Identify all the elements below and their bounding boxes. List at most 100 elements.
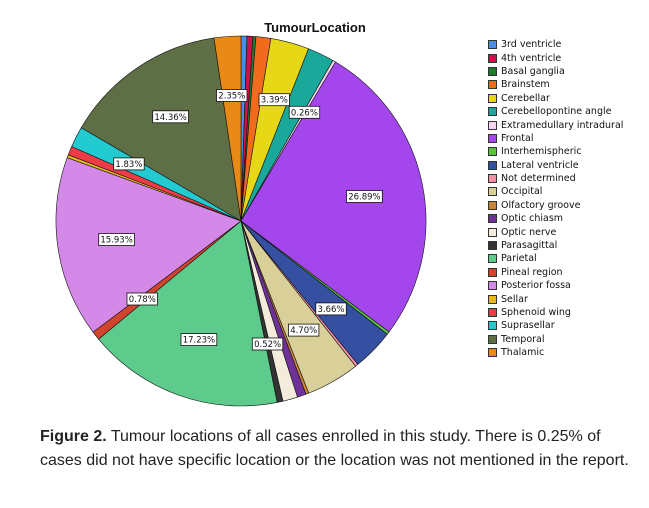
legend-swatch	[488, 241, 497, 251]
legend-item-optic-nerve: Optic nerve	[488, 225, 623, 238]
legend-item-optic-chiasm: Optic chiasm	[488, 212, 623, 225]
data-label-thalamic: 2.35%	[216, 89, 248, 102]
legend-swatch	[488, 308, 497, 317]
legend-swatch	[488, 133, 497, 143]
legend-item-posterior-fossa: Posterior fossa	[488, 279, 623, 292]
legend-swatch	[488, 294, 497, 304]
legend-swatch	[488, 147, 497, 157]
legend-label: Interhemispheric	[501, 146, 582, 158]
legend-label: Not determined	[501, 173, 576, 185]
data-label-suprasellar: 1.83%	[113, 157, 145, 171]
legend-swatch	[488, 348, 497, 358]
legend-label: 3rd ventricle	[501, 39, 562, 51]
svg-text:0.52%: 0.52%	[254, 340, 281, 350]
legend-item-lateral-ventricle: Lateral ventricle	[488, 159, 623, 172]
legend-label: Parasagittal	[501, 240, 558, 252]
svg-text:3.39%: 3.39%	[261, 96, 288, 106]
pie-slice-temporal	[80, 37, 242, 222]
legend-swatch	[488, 227, 497, 237]
svg-text:0.26%: 0.26%	[291, 108, 318, 118]
legend-item-thalamic: Thalamic	[488, 346, 623, 359]
chart-legend: 3rd ventricle 4th ventricle Basal ganglia B…	[488, 38, 623, 359]
legend-item-not-determined: Not determined	[488, 172, 623, 185]
legend-item-temporal: Temporal	[488, 333, 623, 346]
legend-swatch	[488, 200, 497, 210]
pie-slice-thalamic	[213, 35, 242, 222]
legend-label: Cerebellopontine angle	[501, 106, 612, 118]
data-label-frontal: 26.89%	[346, 190, 383, 203]
svg-text:15.93%: 15.93%	[100, 236, 132, 246]
legend-label: Basal ganglia	[501, 65, 565, 77]
legend-label: Occipital	[501, 186, 543, 198]
legend-label: Sphenoid wing	[501, 307, 571, 318]
legend-item-pineal-region: Pineal region	[488, 266, 623, 279]
legend-label: Lateral ventricle	[501, 159, 579, 171]
pie-slice-frontal	[240, 61, 427, 333]
legend-item-brainstem: Brainstem	[488, 78, 623, 91]
data-label-occipital: 4.70%	[287, 323, 320, 337]
legend-label: Temporal	[501, 333, 545, 345]
legend-label: Sellar	[501, 293, 528, 305]
legend-swatch	[488, 187, 497, 197]
data-label-parasagittal: 0.52%	[251, 337, 284, 351]
legend-swatch	[488, 174, 497, 184]
svg-text:3.66%: 3.66%	[317, 305, 344, 315]
legend-item-sellar: Sellar	[488, 292, 623, 305]
legend-label: Olfactory groove	[501, 199, 581, 211]
legend-item-frontal: Frontal	[488, 132, 623, 145]
legend-item-basal-ganglia: Basal ganglia	[488, 65, 623, 78]
legend-label: Cerebellar	[501, 92, 550, 104]
legend-label: Pineal region	[501, 266, 563, 278]
chart-title: TumourLocation	[264, 20, 366, 35]
svg-text:4.70%: 4.70%	[290, 326, 317, 336]
legend-label: 4th ventricle	[501, 52, 562, 64]
legend-swatch	[488, 40, 497, 50]
data-label-posterior-fossa: 15.93%	[98, 233, 135, 246]
pie-slice-posterior-fossa	[55, 157, 242, 333]
legend-item-parietal: Parietal	[488, 252, 623, 265]
legend-label: Thalamic	[501, 347, 545, 359]
pie-slice-parietal	[98, 220, 278, 407]
data-label-cerebellar: 3.39%	[258, 93, 290, 107]
legend-item-extramedullary-intradural: Extramedullary intradural	[488, 118, 623, 131]
legend-swatch	[488, 281, 497, 291]
svg-text:17.23%: 17.23%	[183, 336, 215, 346]
svg-text:1.83%: 1.83%	[115, 160, 142, 170]
data-label-pineal-region: 0.78%	[126, 292, 158, 306]
legend-item-cerebellopontine-angle: Cerebellopontine angle	[488, 105, 623, 118]
figure-caption: Figure 2. Tumour locations of all cases …	[40, 425, 630, 473]
legend-label: Optic chiasm	[501, 213, 564, 225]
legend-item-4th-ventricle: 4th ventricle	[488, 51, 623, 64]
pie-chart: 3.39%0.26% 26.89% 3.66% 4.70% 0.52% 17.23% 0.7…	[55, 35, 427, 407]
data-label-extramedullary-intradural: 0.26%	[288, 105, 321, 119]
caption-label: Figure 2.	[40, 428, 107, 445]
data-label-lateral-ventricle: 3.66%	[315, 302, 347, 316]
data-label-temporal: 14.36%	[152, 110, 189, 124]
legend-swatch	[488, 254, 497, 264]
svg-text:26.89%: 26.89%	[348, 193, 380, 203]
svg-text:14.36%: 14.36%	[154, 113, 186, 123]
legend-swatch	[488, 66, 497, 76]
legend-swatch	[488, 334, 497, 344]
legend-swatch	[488, 120, 497, 130]
legend-swatch	[488, 321, 497, 331]
legend-swatch	[488, 107, 497, 117]
legend-label: Extramedullary intradural	[501, 119, 624, 131]
legend-label: Posterior fossa	[501, 280, 571, 292]
legend-label: Optic nerve	[501, 226, 557, 238]
legend-swatch	[488, 53, 497, 63]
legend-item-sphenoid-wing: Sphenoid wing	[488, 306, 623, 319]
legend-item-suprasellar: Suprasellar	[488, 319, 623, 332]
legend-swatch	[488, 267, 497, 277]
legend-item-cerebellar: Cerebellar	[488, 92, 623, 105]
data-label-parietal: 17.23%	[180, 333, 218, 347]
legend-item-3rd-ventricle: 3rd ventricle	[488, 38, 623, 51]
legend-item-occipital: Occipital	[488, 185, 623, 198]
svg-text:2.35%: 2.35%	[218, 92, 245, 102]
legend-swatch	[488, 214, 497, 224]
caption-text: Tumour locations of all cases enrolled i…	[40, 428, 629, 469]
legend-item-parasagittal: Parasagittal	[488, 239, 623, 252]
legend-swatch	[488, 93, 497, 103]
svg-text:0.78%: 0.78%	[129, 295, 156, 305]
legend-label: Parietal	[501, 253, 537, 265]
